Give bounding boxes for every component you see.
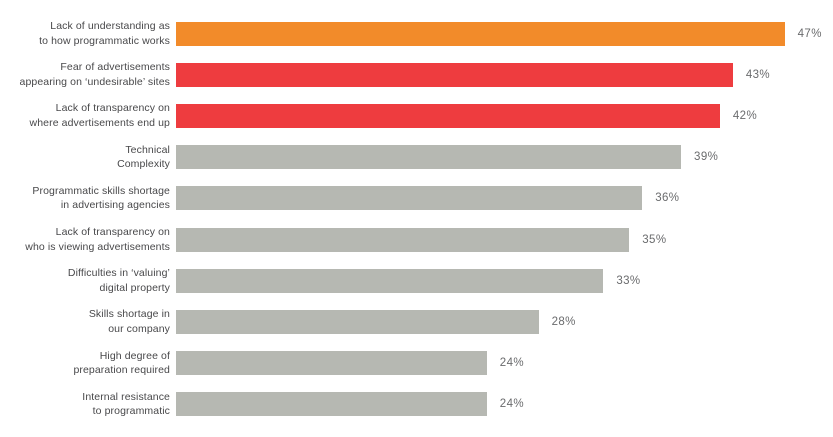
chart-row: Skills shortage in our company 28% <box>0 301 833 342</box>
chart-row: Programmatic skills shortage in advertisi… <box>0 178 833 219</box>
bar-area: 35% <box>176 227 833 252</box>
category-label-line2: to how programmatic works <box>39 34 170 47</box>
chart-row: Technical Complexity 39% <box>0 137 833 178</box>
bar <box>176 103 720 128</box>
chart-row: Lack of understanding as to how programma… <box>0 13 833 54</box>
category-label-line1: Internal resistance <box>82 390 170 403</box>
bar <box>176 145 682 170</box>
category-label-line2: our company <box>108 322 170 335</box>
bar <box>176 309 539 334</box>
category-label: Technical Complexity <box>0 143 170 172</box>
value-label: 39% <box>694 151 719 164</box>
category-label: High degree of preparation required <box>0 349 170 378</box>
bar-area: 42% <box>176 103 833 128</box>
bar-area: 33% <box>176 268 833 293</box>
category-label: Lack of understanding as to how programma… <box>0 19 170 48</box>
category-label: Lack of transparency on who is viewing ad… <box>0 225 170 254</box>
chart-row: High degree of preparation required 24% <box>0 343 833 384</box>
category-label-line1: Fear of advertisements <box>60 61 170 74</box>
category-label-line1: Programmatic skills shortage <box>32 184 170 197</box>
bar <box>176 186 643 211</box>
bar-area: 39% <box>176 145 833 170</box>
bar <box>176 351 487 376</box>
bar <box>176 62 733 87</box>
value-label: 33% <box>616 274 641 287</box>
category-label-line1: Skills shortage in <box>88 308 170 321</box>
bar <box>176 21 785 46</box>
category-label-line2: Complexity <box>117 158 170 171</box>
chart-row: Internal resistance to programmatic 24% <box>0 384 833 425</box>
chart-row: Lack of transparency on who is viewing ad… <box>0 219 833 260</box>
category-label: Fear of advertisements appearing on ‘unde… <box>0 60 170 89</box>
category-label: Skills shortage in our company <box>0 307 170 336</box>
category-label-line1: Lack of transparency on <box>55 226 170 239</box>
chart-row: Fear of advertisements appearing on ‘unde… <box>0 54 833 95</box>
bar-area: 43% <box>176 62 833 87</box>
value-label: 42% <box>732 109 758 122</box>
value-label: 24% <box>499 398 525 411</box>
category-label-line1: Technical <box>125 143 170 156</box>
bar-area: 47% <box>176 21 833 46</box>
bar <box>176 268 604 293</box>
category-label-line1: High degree of <box>99 349 170 362</box>
bar <box>176 227 630 252</box>
category-label: Difficulties in ‘valuing’ digital propert… <box>0 266 170 295</box>
category-label-line2: appearing on ‘undesirable’ sites <box>19 75 170 88</box>
value-label: 24% <box>499 357 525 370</box>
value-label: 43% <box>745 68 771 81</box>
category-label-line1: Difficulties in ‘valuing’ <box>67 267 170 280</box>
category-label: Lack of transparency on where advertiseme… <box>0 101 170 130</box>
category-label-line2: who is viewing advertisements <box>25 240 170 253</box>
chart-row: Difficulties in ‘valuing’ digital propert… <box>0 260 833 301</box>
chart-row: Lack of transparency on where advertiseme… <box>0 95 833 136</box>
value-label: 36% <box>655 192 680 205</box>
bar-area: 24% <box>176 351 833 376</box>
category-label: Internal resistance to programmatic <box>0 390 170 419</box>
bar-chart-rows: Lack of understanding as to how programma… <box>0 13 833 425</box>
bar <box>176 392 487 417</box>
bar-area: 36% <box>176 186 833 211</box>
category-label-line2: digital property <box>99 281 170 294</box>
category-label-line1: Lack of transparency on <box>55 102 170 115</box>
category-label-line2: where advertisements end up <box>29 116 170 129</box>
category-label-line1: Lack of understanding as <box>50 20 170 33</box>
value-label: 28% <box>551 315 576 328</box>
value-label: 35% <box>642 233 667 246</box>
category-label: Programmatic skills shortage in advertisi… <box>0 184 170 213</box>
category-label-line2: in advertising agencies <box>60 199 170 212</box>
value-label: 47% <box>797 27 822 40</box>
bar-area: 24% <box>176 392 833 417</box>
category-label-line2: preparation required <box>73 364 170 377</box>
bar-area: 28% <box>176 309 833 334</box>
category-label-line2: to programmatic <box>92 405 170 418</box>
